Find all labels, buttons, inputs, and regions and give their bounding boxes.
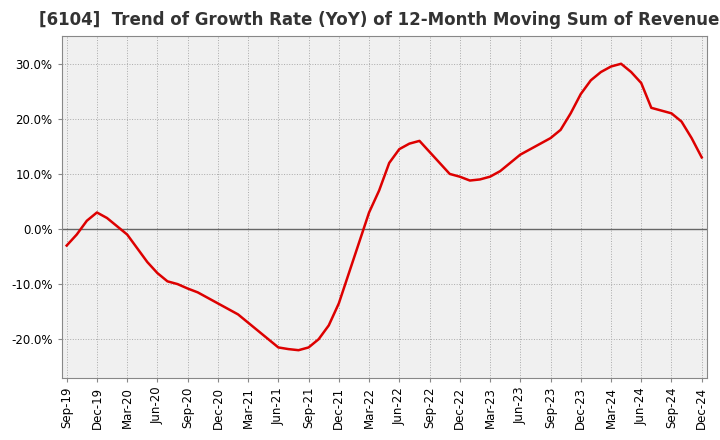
Title: [6104]  Trend of Growth Rate (YoY) of 12-Month Moving Sum of Revenues: [6104] Trend of Growth Rate (YoY) of 12-… <box>39 11 720 29</box>
